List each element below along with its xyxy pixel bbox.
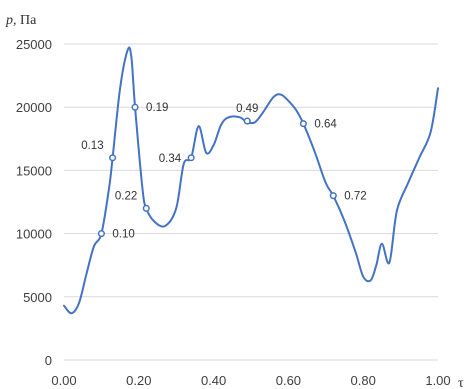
- data-point-marker-0: [97, 230, 105, 238]
- data-point-marker-6: [299, 120, 307, 128]
- data-point-label-3: 0.22: [115, 190, 137, 202]
- series-line-layer: [63, 46, 439, 315]
- y-tick-label-5: 25000: [16, 37, 52, 52]
- x-tick-label-5: 1.00: [425, 373, 450, 388]
- data-point-marker-5: [243, 117, 251, 125]
- axis-title-layer: p, Па τ: [5, 13, 464, 389]
- data-point-layer: 0.10 0.13 0.19 0.22 0.34 0.49 0.64 0.72: [81, 102, 366, 240]
- data-point-marker-7: [329, 192, 337, 200]
- data-point-label-4: 0.34: [159, 153, 182, 165]
- tick-label-layer: 0 5000 10000 15000 20000 25000 0.00 0.20 0.40 0.6…: [16, 37, 451, 388]
- x-tick-label-3: 0.60: [276, 373, 301, 388]
- data-point-label-2: 0.19: [146, 102, 168, 114]
- data-point-marker-3: [142, 204, 150, 212]
- y-axis-title-unit: , Па: [13, 13, 37, 28]
- y-tick-label-0: 0: [45, 353, 52, 368]
- grid-layer: [64, 43, 438, 361]
- data-point-marker-2: [131, 103, 139, 111]
- y-tick-label-4: 20000: [16, 100, 52, 115]
- x-tick-label-2: 0.40: [201, 373, 226, 388]
- y-tick-label-3: 15000: [16, 163, 52, 178]
- y-tick-label-2: 10000: [16, 227, 52, 242]
- data-point-marker-1: [109, 154, 117, 162]
- data-point-label-6: 0.64: [314, 119, 337, 131]
- y-axis-title: p, Па: [5, 13, 37, 28]
- data-point-label-0: 0.10: [112, 229, 134, 241]
- data-point-label-7: 0.72: [344, 191, 366, 203]
- x-axis-title: τ: [458, 376, 464, 389]
- x-tick-label-4: 0.80: [351, 373, 376, 388]
- x-tick-label-1: 0.20: [126, 373, 151, 388]
- data-point-label-1: 0.13: [81, 140, 103, 152]
- y-tick-label-1: 5000: [23, 290, 52, 305]
- series-line-0: [63, 46, 439, 315]
- data-point-marker-4: [187, 154, 195, 162]
- data-point-label-5: 0.49: [236, 103, 258, 115]
- y-axis-title-symbol: p: [5, 13, 13, 28]
- x-tick-label-0: 0.00: [51, 373, 76, 388]
